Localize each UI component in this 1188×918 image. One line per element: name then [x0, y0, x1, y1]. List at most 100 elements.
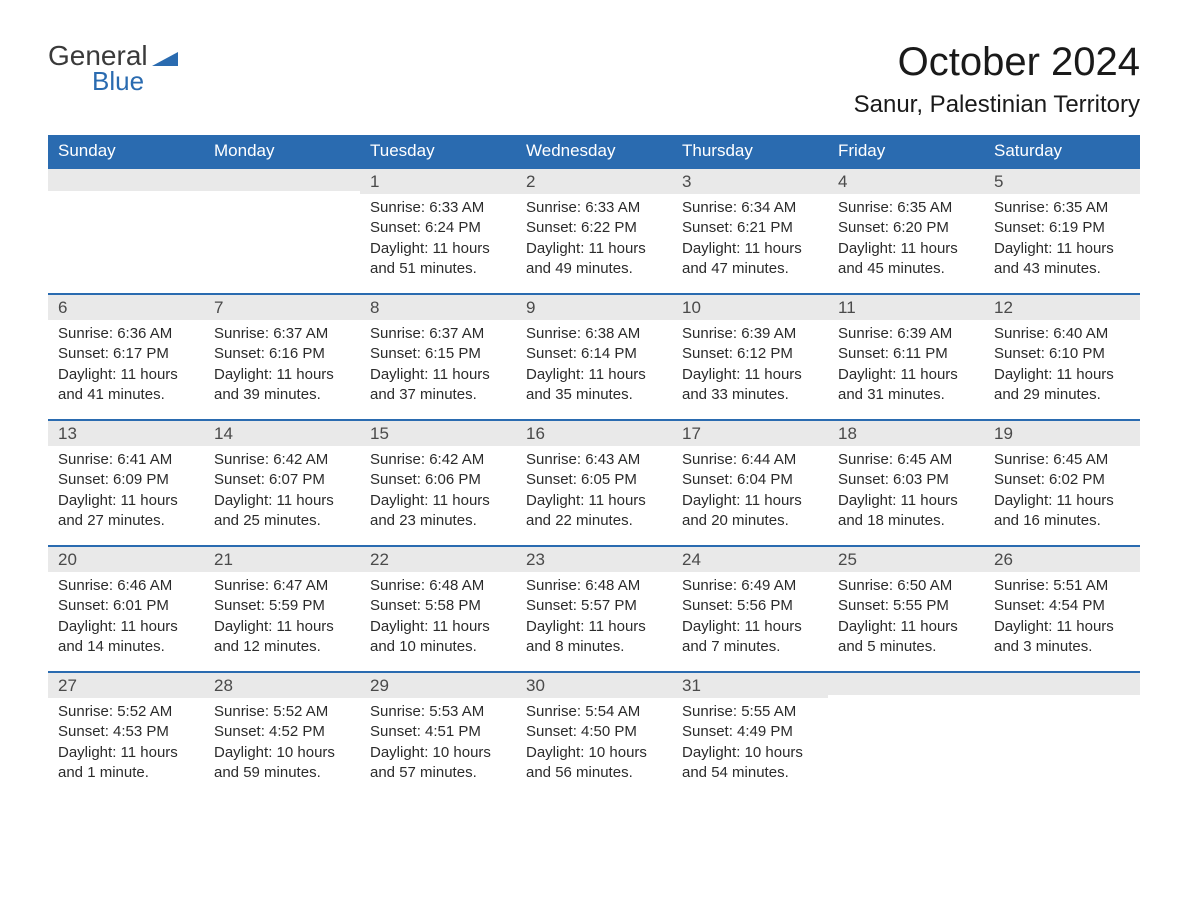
day-daylight2: and 10 minutes.: [370, 637, 506, 657]
day-cell: 8Sunrise: 6:37 AMSunset: 6:15 PMDaylight…: [360, 293, 516, 419]
title-block: October 2024 Sanur, Palestinian Territor…: [854, 40, 1140, 131]
day-details: Sunrise: 6:45 AMSunset: 6:03 PMDaylight:…: [828, 446, 984, 539]
day-daylight2: and 31 minutes.: [838, 385, 974, 405]
day-daylight2: and 39 minutes.: [214, 385, 350, 405]
day-sunset: Sunset: 4:54 PM: [994, 596, 1130, 616]
day-daylight1: Daylight: 11 hours: [58, 617, 194, 637]
day-cell: 19Sunrise: 6:45 AMSunset: 6:02 PMDayligh…: [984, 419, 1140, 545]
day-number: 30: [516, 671, 672, 698]
day-number: [828, 671, 984, 695]
day-daylight2: and 43 minutes.: [994, 259, 1130, 279]
day-number: 26: [984, 545, 1140, 572]
day-number: [984, 671, 1140, 695]
day-sunset: Sunset: 6:11 PM: [838, 344, 974, 364]
day-cell: 3Sunrise: 6:34 AMSunset: 6:21 PMDaylight…: [672, 167, 828, 293]
day-number: 28: [204, 671, 360, 698]
day-sunrise: Sunrise: 5:55 AM: [682, 702, 818, 722]
day-daylight1: Daylight: 11 hours: [838, 491, 974, 511]
day-details: Sunrise: 5:53 AMSunset: 4:51 PMDaylight:…: [360, 698, 516, 791]
dow-wednesday: Wednesday: [516, 135, 672, 167]
day-daylight1: Daylight: 11 hours: [994, 617, 1130, 637]
dow-sunday: Sunday: [48, 135, 204, 167]
day-daylight2: and 33 minutes.: [682, 385, 818, 405]
day-cell: 16Sunrise: 6:43 AMSunset: 6:05 PMDayligh…: [516, 419, 672, 545]
day-daylight1: Daylight: 11 hours: [838, 239, 974, 259]
day-cell: 20Sunrise: 6:46 AMSunset: 6:01 PMDayligh…: [48, 545, 204, 671]
day-sunrise: Sunrise: 6:39 AM: [682, 324, 818, 344]
day-details: Sunrise: 6:38 AMSunset: 6:14 PMDaylight:…: [516, 320, 672, 413]
day-sunrise: Sunrise: 6:43 AM: [526, 450, 662, 470]
day-number: 13: [48, 419, 204, 446]
day-sunrise: Sunrise: 6:44 AM: [682, 450, 818, 470]
day-cell: 11Sunrise: 6:39 AMSunset: 6:11 PMDayligh…: [828, 293, 984, 419]
day-daylight1: Daylight: 11 hours: [526, 617, 662, 637]
day-sunrise: Sunrise: 6:35 AM: [838, 198, 974, 218]
day-number: 9: [516, 293, 672, 320]
day-details: Sunrise: 6:48 AMSunset: 5:58 PMDaylight:…: [360, 572, 516, 665]
day-daylight1: Daylight: 11 hours: [682, 617, 818, 637]
day-sunrise: Sunrise: 5:52 AM: [214, 702, 350, 722]
day-sunrise: Sunrise: 6:47 AM: [214, 576, 350, 596]
day-cell: 18Sunrise: 6:45 AMSunset: 6:03 PMDayligh…: [828, 419, 984, 545]
day-number: 3: [672, 167, 828, 194]
day-sunrise: Sunrise: 5:51 AM: [994, 576, 1130, 596]
day-number: 24: [672, 545, 828, 572]
page-header: General Blue October 2024 Sanur, Palesti…: [48, 40, 1140, 131]
day-cell: 31Sunrise: 5:55 AMSunset: 4:49 PMDayligh…: [672, 671, 828, 797]
day-daylight1: Daylight: 11 hours: [526, 239, 662, 259]
brand-text-blue: Blue: [92, 66, 144, 97]
day-sunrise: Sunrise: 5:52 AM: [58, 702, 194, 722]
day-daylight1: Daylight: 11 hours: [370, 239, 506, 259]
day-daylight1: Daylight: 11 hours: [214, 365, 350, 385]
day-daylight2: and 29 minutes.: [994, 385, 1130, 405]
day-number: 16: [516, 419, 672, 446]
day-cell: 4Sunrise: 6:35 AMSunset: 6:20 PMDaylight…: [828, 167, 984, 293]
day-sunrise: Sunrise: 6:37 AM: [214, 324, 350, 344]
day-daylight2: and 37 minutes.: [370, 385, 506, 405]
day-number: [204, 167, 360, 191]
day-number: 29: [360, 671, 516, 698]
day-sunrise: Sunrise: 6:48 AM: [526, 576, 662, 596]
dow-friday: Friday: [828, 135, 984, 167]
day-details: Sunrise: 5:55 AMSunset: 4:49 PMDaylight:…: [672, 698, 828, 791]
day-sunset: Sunset: 6:04 PM: [682, 470, 818, 490]
day-daylight1: Daylight: 11 hours: [994, 239, 1130, 259]
day-daylight1: Daylight: 10 hours: [682, 743, 818, 763]
day-sunrise: Sunrise: 6:46 AM: [58, 576, 194, 596]
day-daylight1: Daylight: 10 hours: [214, 743, 350, 763]
day-daylight2: and 1 minute.: [58, 763, 194, 783]
day-number: 10: [672, 293, 828, 320]
day-daylight2: and 5 minutes.: [838, 637, 974, 657]
day-number: 31: [672, 671, 828, 698]
day-number: 14: [204, 419, 360, 446]
day-number: 15: [360, 419, 516, 446]
day-sunset: Sunset: 6:07 PM: [214, 470, 350, 490]
day-daylight2: and 54 minutes.: [682, 763, 818, 783]
dow-saturday: Saturday: [984, 135, 1140, 167]
dow-header-row: Sunday Monday Tuesday Wednesday Thursday…: [48, 135, 1140, 167]
day-cell: 21Sunrise: 6:47 AMSunset: 5:59 PMDayligh…: [204, 545, 360, 671]
day-sunset: Sunset: 6:01 PM: [58, 596, 194, 616]
day-daylight1: Daylight: 10 hours: [526, 743, 662, 763]
day-cell: 17Sunrise: 6:44 AMSunset: 6:04 PMDayligh…: [672, 419, 828, 545]
day-sunrise: Sunrise: 6:42 AM: [214, 450, 350, 470]
day-cell: 10Sunrise: 6:39 AMSunset: 6:12 PMDayligh…: [672, 293, 828, 419]
day-details: Sunrise: 5:51 AMSunset: 4:54 PMDaylight:…: [984, 572, 1140, 665]
calendar-body: 1Sunrise: 6:33 AMSunset: 6:24 PMDaylight…: [48, 167, 1140, 797]
day-cell: [828, 671, 984, 797]
day-number: 18: [828, 419, 984, 446]
day-daylight2: and 16 minutes.: [994, 511, 1130, 531]
day-details: Sunrise: 6:43 AMSunset: 6:05 PMDaylight:…: [516, 446, 672, 539]
day-cell: 5Sunrise: 6:35 AMSunset: 6:19 PMDaylight…: [984, 167, 1140, 293]
day-sunset: Sunset: 5:57 PM: [526, 596, 662, 616]
week-row: 27Sunrise: 5:52 AMSunset: 4:53 PMDayligh…: [48, 671, 1140, 797]
day-sunset: Sunset: 6:09 PM: [58, 470, 194, 490]
day-cell: 25Sunrise: 6:50 AMSunset: 5:55 PMDayligh…: [828, 545, 984, 671]
day-sunset: Sunset: 4:50 PM: [526, 722, 662, 742]
day-daylight1: Daylight: 11 hours: [526, 491, 662, 511]
day-sunrise: Sunrise: 6:37 AM: [370, 324, 506, 344]
day-sunrise: Sunrise: 6:49 AM: [682, 576, 818, 596]
day-daylight2: and 45 minutes.: [838, 259, 974, 279]
day-sunrise: Sunrise: 6:48 AM: [370, 576, 506, 596]
day-details: Sunrise: 6:50 AMSunset: 5:55 PMDaylight:…: [828, 572, 984, 665]
